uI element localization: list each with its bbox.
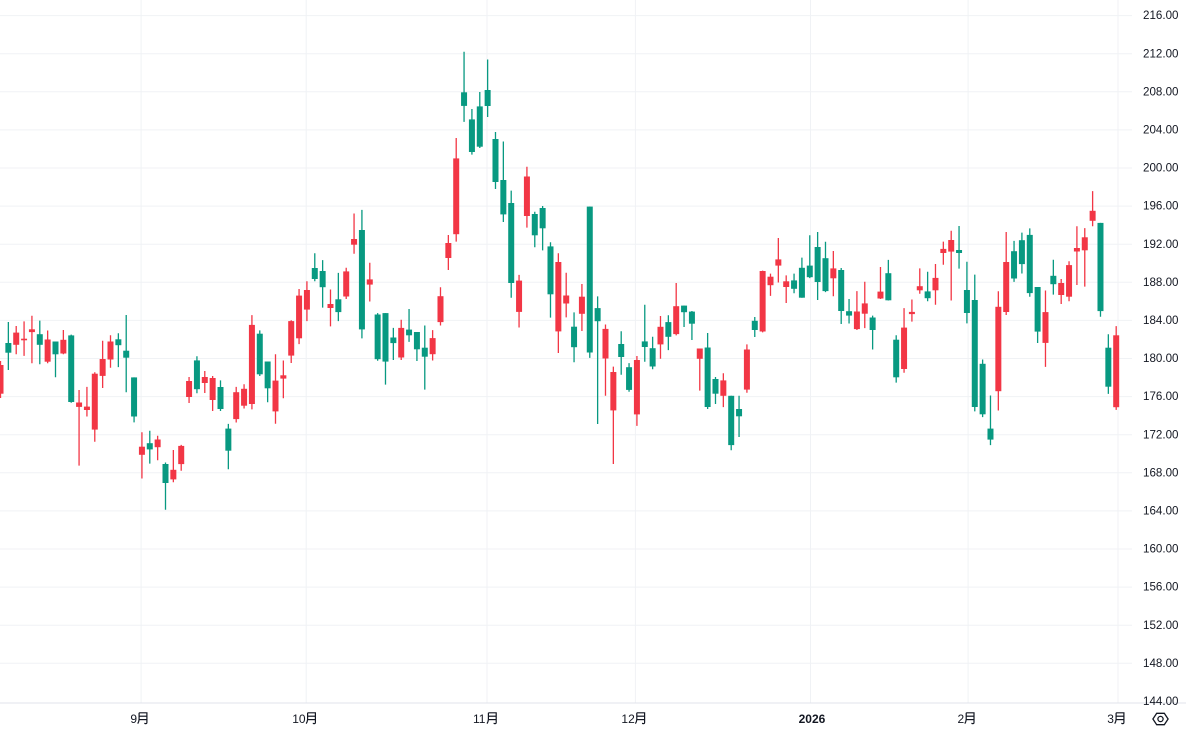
- svg-text:156.00: 156.00: [1143, 581, 1178, 594]
- svg-text:172.00: 172.00: [1143, 428, 1178, 441]
- svg-text:144.00: 144.00: [1143, 695, 1178, 708]
- svg-text:216.00: 216.00: [1143, 9, 1178, 22]
- svg-text:160.00: 160.00: [1143, 543, 1178, 556]
- svg-text:2026: 2026: [799, 712, 826, 726]
- svg-text:176.00: 176.00: [1143, 390, 1178, 403]
- svg-text:188.00: 188.00: [1143, 276, 1178, 289]
- svg-text:168.00: 168.00: [1143, 466, 1178, 479]
- svg-text:152.00: 152.00: [1143, 619, 1178, 632]
- svg-text:196.00: 196.00: [1143, 200, 1178, 213]
- svg-text:3: 3: [1107, 712, 1114, 726]
- svg-text:2: 2: [958, 712, 965, 726]
- svg-text:212.00: 212.00: [1143, 47, 1178, 60]
- svg-text:208.00: 208.00: [1143, 85, 1178, 98]
- svg-text:184.00: 184.00: [1143, 314, 1178, 327]
- svg-text:180.00: 180.00: [1143, 352, 1178, 365]
- svg-text:200.00: 200.00: [1143, 162, 1178, 175]
- svg-text:164.00: 164.00: [1143, 504, 1178, 517]
- svg-text:10: 10: [292, 712, 306, 726]
- svg-text:9: 9: [130, 712, 137, 726]
- svg-text:12: 12: [621, 712, 635, 726]
- svg-text:192.00: 192.00: [1143, 238, 1178, 251]
- svg-text:204.00: 204.00: [1143, 123, 1178, 136]
- svg-text:148.00: 148.00: [1143, 657, 1178, 670]
- svg-text:11: 11: [473, 712, 486, 726]
